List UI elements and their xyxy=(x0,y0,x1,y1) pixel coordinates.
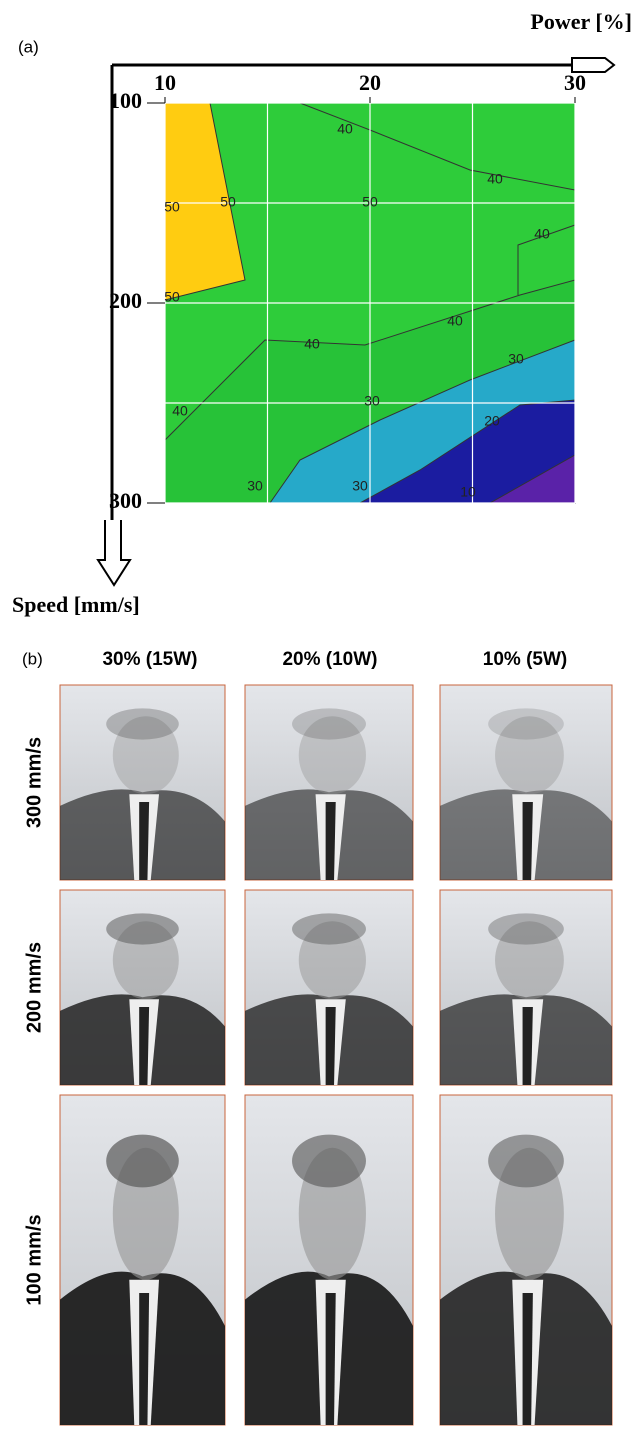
contour-label: 40 xyxy=(447,313,463,329)
x-axis-title: Power [%] xyxy=(530,9,632,34)
contour-label: 40 xyxy=(534,226,550,242)
contour-label: 30 xyxy=(364,393,380,409)
contour-label: 30 xyxy=(352,478,368,494)
column-header: 30% (15W) xyxy=(102,649,197,670)
photo xyxy=(60,685,225,880)
y-axis-title: Speed [mm/s] xyxy=(12,592,140,617)
photo-hair xyxy=(292,708,366,739)
contour-label: 40 xyxy=(337,121,353,137)
contour-label: 50 xyxy=(164,289,180,305)
panel-label: (a) xyxy=(18,37,39,56)
contour-label: 40 xyxy=(487,171,503,187)
photo-tie xyxy=(523,1293,533,1425)
photo xyxy=(60,890,225,1085)
row-header: 100 mm/s xyxy=(23,1214,45,1305)
contour-label: 40 xyxy=(172,403,188,419)
column-header: 20% (10W) xyxy=(282,649,377,670)
photo-tie xyxy=(326,1007,336,1085)
photo xyxy=(245,1095,413,1425)
photo-hair xyxy=(292,1135,366,1188)
photo-hair xyxy=(292,913,366,944)
photo xyxy=(440,890,612,1085)
photo-hair xyxy=(106,708,179,739)
contour-label: 10 xyxy=(460,484,476,500)
photo-hair xyxy=(488,708,564,739)
figure: (a) Power [%] Speed [mm/s] 40 40 50 50 50 40 5… xyxy=(0,0,637,1432)
column-header: 10% (5W) xyxy=(483,649,567,670)
contour-label: 40 xyxy=(304,336,320,352)
photo xyxy=(245,685,413,880)
x-tick-label: 10 xyxy=(154,70,176,95)
photo-tie xyxy=(523,1007,533,1085)
contour-label: 50 xyxy=(220,194,236,210)
row-header: 200 mm/s xyxy=(23,942,45,1033)
contour-label: 30 xyxy=(508,351,524,367)
y-tick-label: 300 xyxy=(109,488,142,513)
contour-label: 50 xyxy=(164,199,180,215)
photo xyxy=(245,890,413,1085)
photo-tie xyxy=(139,1007,149,1085)
photo-tie xyxy=(139,1293,149,1425)
photo xyxy=(440,1095,612,1425)
photo-tie xyxy=(523,802,533,880)
y-tick-label: 100 xyxy=(109,88,142,113)
panel-label: (b) xyxy=(22,649,43,668)
x-tick-label: 20 xyxy=(359,70,381,95)
photo-hair xyxy=(488,1135,564,1188)
photo-tie xyxy=(326,1293,336,1425)
row-header: 300 mm/s xyxy=(23,737,45,828)
contour-label: 50 xyxy=(362,194,378,210)
y-tick-label: 200 xyxy=(109,288,142,313)
photo-hair xyxy=(488,913,564,944)
contour-label: 30 xyxy=(247,478,263,494)
photo-tie xyxy=(139,802,149,880)
photo xyxy=(60,1095,225,1425)
contour-plot: 40 40 50 50 50 40 50 40 40 30 30 40 20 30 30 10 xyxy=(164,103,575,503)
photo xyxy=(440,685,612,880)
photo-hair xyxy=(106,1135,179,1188)
x-tick-label: 30 xyxy=(564,70,586,95)
photo-tie xyxy=(326,802,336,880)
photo-hair xyxy=(106,913,179,944)
contour-label: 20 xyxy=(484,413,500,429)
